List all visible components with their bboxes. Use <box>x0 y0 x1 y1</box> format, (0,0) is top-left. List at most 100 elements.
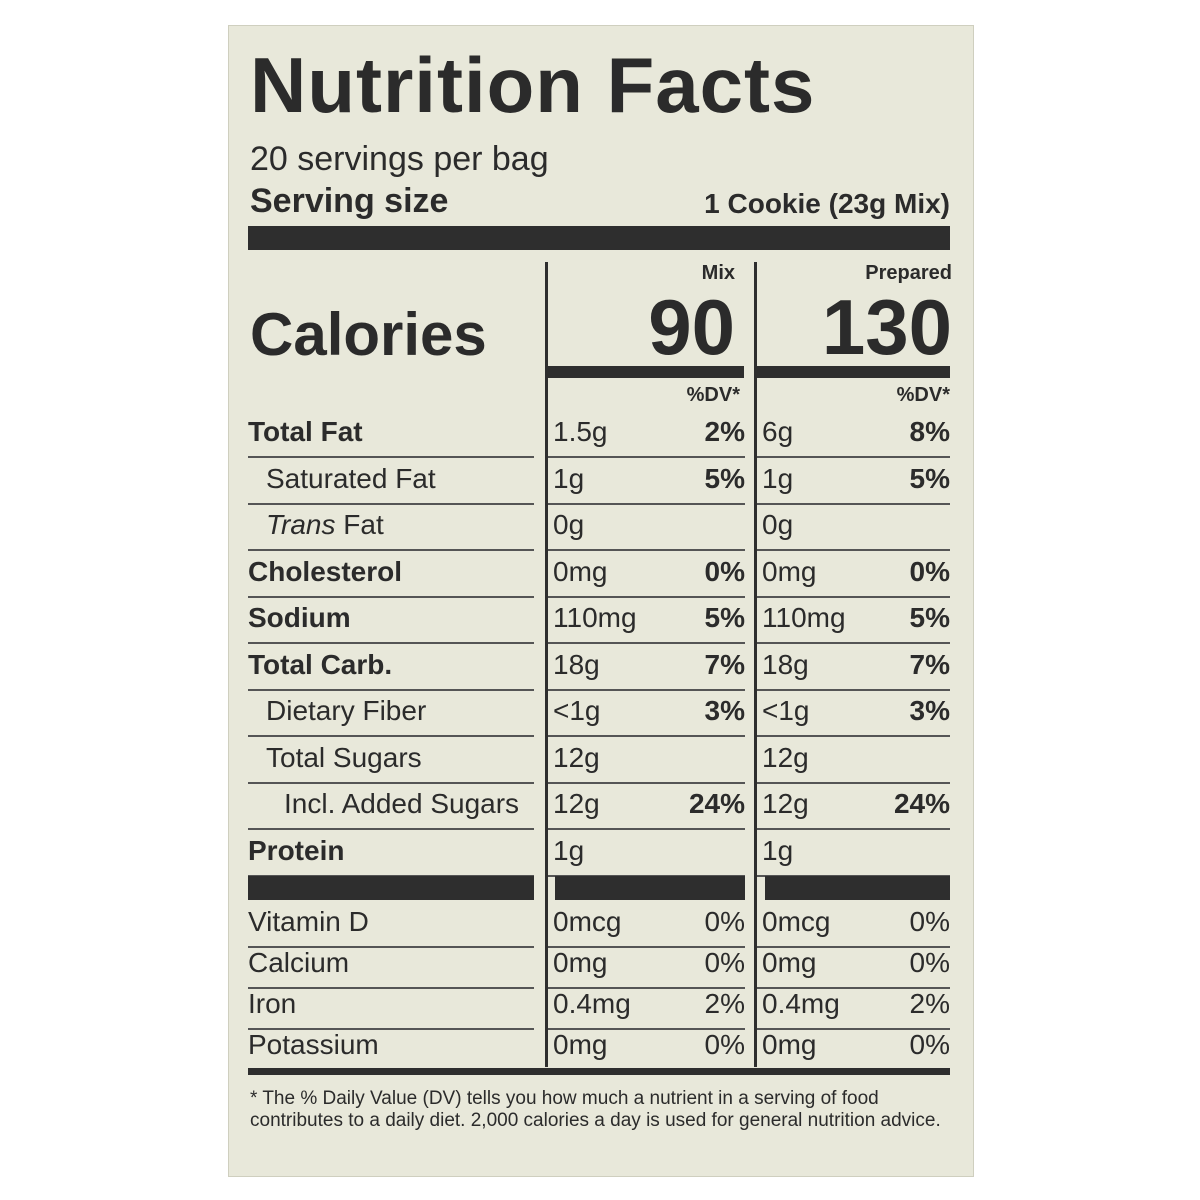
nutrient-mix-dv: 7% <box>704 648 745 680</box>
nutrient-mix: 1g <box>553 834 585 866</box>
row-divider <box>548 946 745 948</box>
nutrient-name: Potassium <box>248 1029 379 1060</box>
row-divider <box>548 735 745 737</box>
nutrient-row: Vitamin D 0mcg 0% 0mcg 0% <box>0 906 1200 952</box>
row-divider <box>757 642 950 644</box>
row-divider <box>548 874 745 877</box>
nutrient-mix-dv: 0% <box>704 947 745 978</box>
nutrient-name: Trans Fat <box>266 509 384 540</box>
nutrient-row: Protein 1g 1g <box>0 835 1200 881</box>
nutrient-prep: 110mg <box>762 602 846 633</box>
row-divider <box>757 874 950 877</box>
row-divider <box>757 688 950 691</box>
row-divider <box>248 502 534 505</box>
nutrient-name: Total Carb. <box>248 648 393 680</box>
nutrient-prep-dv: 5% <box>909 462 950 494</box>
nutrient-row: Sodium 110mg 5% 110mg 5% <box>0 602 1200 648</box>
row-divider <box>548 502 745 505</box>
row-divider <box>248 642 534 644</box>
thick-divider <box>248 876 534 900</box>
nutrient-prep: 6g <box>762 416 794 447</box>
nutrient-prep: 12g <box>762 741 809 773</box>
nutrient-row: Incl. Added Sugars 12g 24% 12g 24% <box>0 788 1200 834</box>
nutrient-prep: <1g <box>762 695 810 726</box>
nutrient-mix-dv: 0% <box>704 1029 745 1060</box>
thick-divider <box>765 876 950 900</box>
nutrient-row: Cholesterol 0mg 0% 0mg 0% <box>0 556 1200 602</box>
nutrient-mix-dv: 2% <box>704 988 745 1019</box>
row-divider <box>248 1028 534 1030</box>
row-divider <box>548 1028 745 1030</box>
nutrient-mix: 1g <box>553 462 585 494</box>
nutrient-row: Potassium 0mg 0% 0mg 0% <box>0 1029 1200 1075</box>
row-divider <box>548 549 745 551</box>
nutrient-prep: 18g <box>762 648 809 680</box>
divider <box>248 1068 950 1075</box>
nutrient-row: Total Carb. 18g 7% 18g 7% <box>0 649 1200 695</box>
nutrient-mix: <1g <box>553 695 601 726</box>
nutrient-name: Total Fat <box>248 416 363 447</box>
nutrient-name: Total Sugars <box>266 741 422 773</box>
row-divider <box>248 456 534 458</box>
row-divider <box>757 946 950 948</box>
nutrient-name: Sodium <box>248 602 351 633</box>
thick-divider <box>555 876 745 900</box>
row-divider <box>248 549 534 551</box>
servings-per-container: 20 servings per bag <box>250 140 549 178</box>
nutrient-prep: 0.4mg <box>762 988 840 1019</box>
nutrient-prep-dv: 0% <box>909 1029 950 1060</box>
row-divider <box>757 549 950 551</box>
column-divider <box>754 262 757 1067</box>
nutrient-prep: 1g <box>762 462 794 494</box>
mix-calories: 90 <box>648 283 735 371</box>
nutrient-prep: 0mg <box>762 555 817 587</box>
thick-divider <box>248 226 950 250</box>
prepared-header: Prepared <box>865 262 952 284</box>
nutrient-prep: 0mg <box>762 947 817 978</box>
nutrient-prep: 0mcg <box>762 906 831 937</box>
nutrient-row: Total Fat 1.5g 2% 6g 8% <box>0 416 1200 462</box>
nutrient-row: Calcium 0mg 0% 0mg 0% <box>0 947 1200 993</box>
row-divider <box>757 456 950 458</box>
nutrient-name: Dietary Fiber <box>266 695 427 726</box>
nutrient-mix: 12g <box>553 741 600 773</box>
nutrient-prep: 12g <box>762 788 809 819</box>
nutrient-mix: 0g <box>553 509 585 540</box>
nutrient-mix: 0mg <box>553 947 608 978</box>
row-divider <box>248 735 534 737</box>
nutrient-prep-dv: 5% <box>909 602 950 633</box>
nutrient-name: Saturated Fat <box>266 462 436 494</box>
row-divider <box>248 987 534 989</box>
row-divider <box>757 595 950 598</box>
nutrient-prep: 0g <box>762 509 794 540</box>
nutrient-mix-dv: 5% <box>704 602 745 633</box>
calories-bar <box>548 366 744 378</box>
nutrient-mix: 110mg <box>553 602 637 633</box>
row-divider <box>757 735 950 737</box>
label-title: Nutrition Facts <box>250 41 816 129</box>
nutrient-mix-dv: 5% <box>704 462 745 494</box>
row-divider <box>548 781 745 784</box>
nutrient-prep: 0mg <box>762 1029 817 1060</box>
row-divider <box>757 502 950 505</box>
row-divider <box>757 828 950 830</box>
nutrient-mix-dv: 0% <box>704 555 745 587</box>
nutrient-row: Saturated Fat 1g 5% 1g 5% <box>0 463 1200 509</box>
nutrient-prep-dv: 3% <box>909 695 950 726</box>
calories-bar <box>757 366 950 378</box>
nutrient-prep: 1g <box>762 834 794 866</box>
nutrient-row: Trans Fat 0g 0g <box>0 509 1200 555</box>
nutrient-mix: 0mg <box>553 555 608 587</box>
nutrient-prep-dv: 0% <box>909 555 950 587</box>
mix-header: Mix <box>701 262 735 284</box>
nutrient-mix-dv: 3% <box>704 695 745 726</box>
nutrient-name: Iron <box>248 988 297 1019</box>
nutrient-row: Iron 0.4mg 2% 0.4mg 2% <box>0 988 1200 1034</box>
nutrient-prep-dv: 0% <box>909 947 950 978</box>
nutrient-mix-dv: 24% <box>688 788 745 819</box>
row-divider <box>548 828 745 830</box>
row-divider <box>248 828 534 830</box>
nutrient-row: Total Sugars 12g 12g <box>0 742 1200 788</box>
nutrient-mix-dv: 2% <box>704 416 745 447</box>
nutrient-name: Protein <box>248 834 345 866</box>
